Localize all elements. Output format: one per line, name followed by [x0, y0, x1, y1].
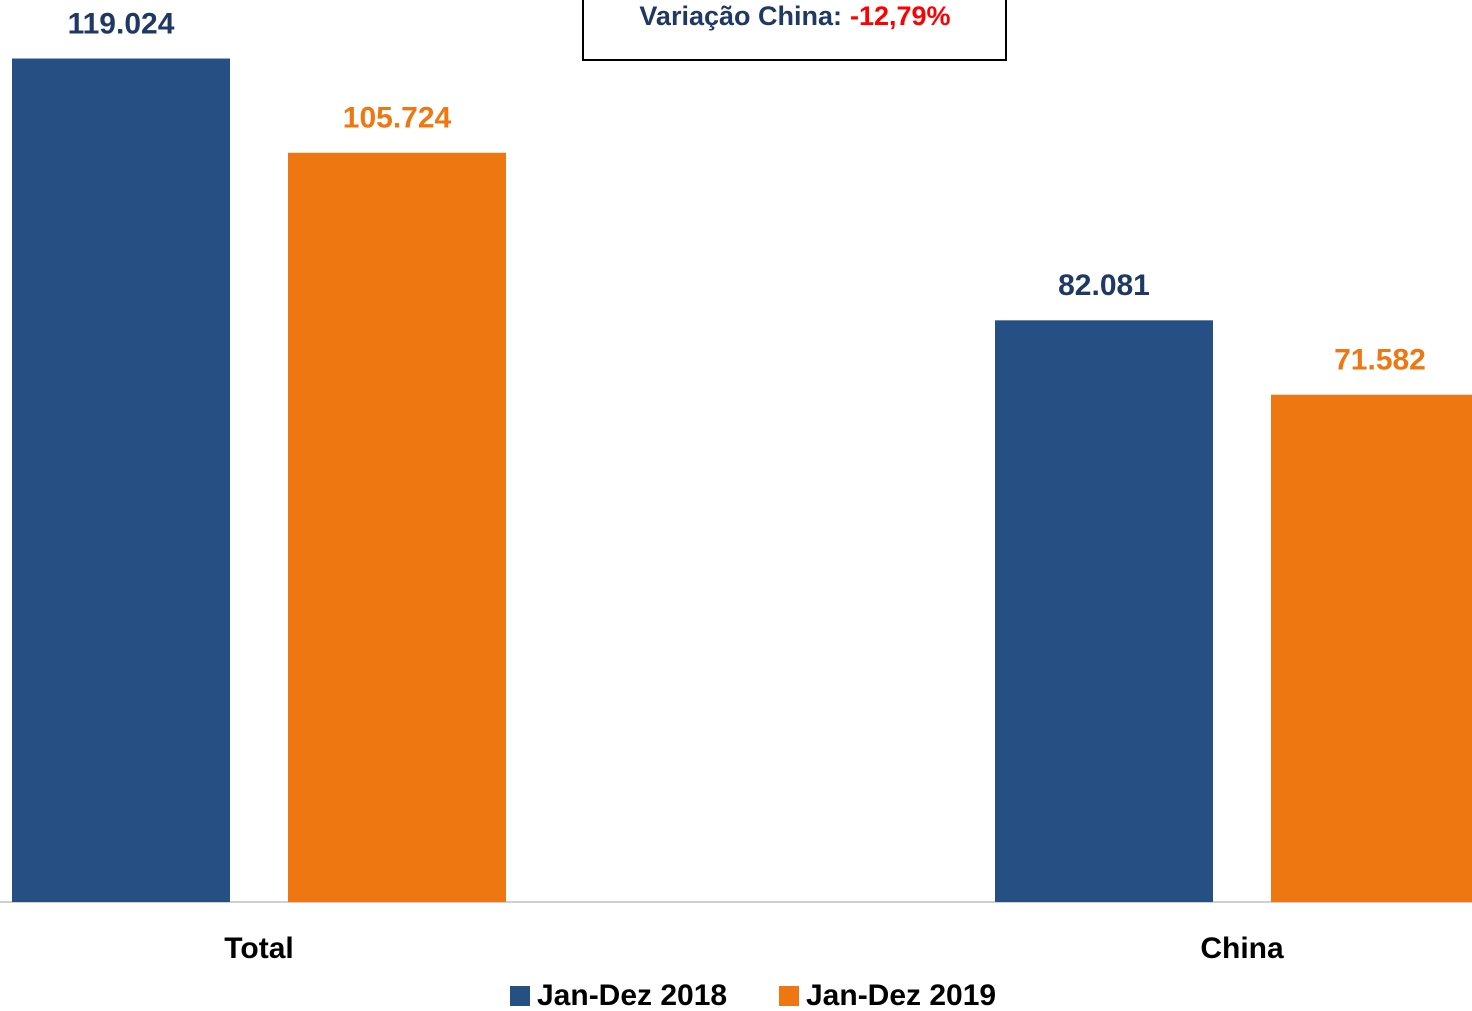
annotation-box — [582, 0, 1007, 61]
annotation-text: Variação China: — [639, 1, 842, 31]
legend-swatch — [510, 986, 530, 1006]
data-label: 71.582 — [1334, 344, 1426, 377]
legend-swatch — [779, 986, 799, 1006]
data-label: 105.724 — [343, 102, 452, 135]
bar — [1271, 394, 1472, 902]
x-tick-label: China — [1200, 932, 1284, 965]
annotation-value: -12,79% — [850, 1, 951, 31]
annotation: Variação China: -12,79% — [639, 1, 950, 31]
x-tick-label: Total — [224, 932, 293, 965]
bar — [12, 58, 230, 903]
data-label: 119.024 — [68, 7, 175, 40]
data-label: 82.081 — [1058, 269, 1150, 302]
legend-label: Jan-Dez 2018 — [537, 979, 727, 1011]
bar — [995, 320, 1213, 902]
bar — [288, 152, 506, 903]
legend-label: Jan-Dez 2019 — [806, 979, 996, 1011]
